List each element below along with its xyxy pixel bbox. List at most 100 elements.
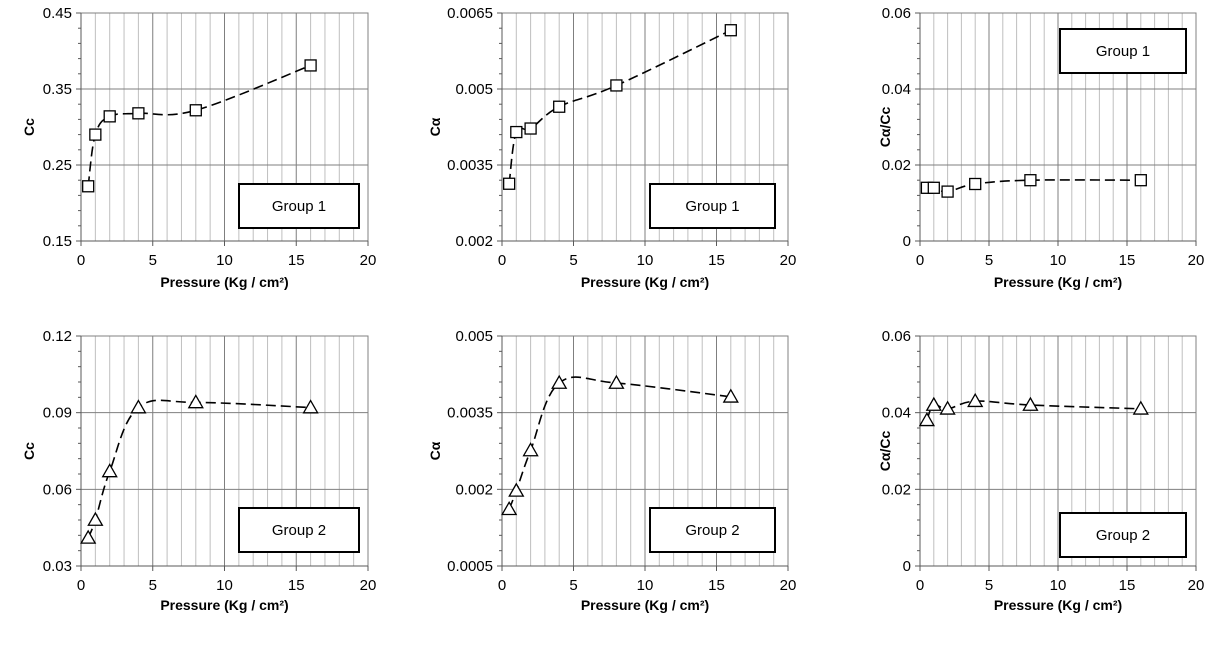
x-tick-label: 15 [288, 252, 305, 269]
x-axis-title: Pressure (Kg / cm²) [160, 274, 288, 290]
y-axis-title: Cα [427, 441, 443, 460]
legend-box [1059, 512, 1187, 558]
x-tick-label: 0 [916, 577, 924, 594]
x-tick-label: 20 [360, 577, 377, 594]
legend-box [1059, 28, 1187, 74]
legend-box [238, 507, 360, 553]
x-tick-label: 15 [708, 577, 725, 594]
y-tick-label: 0.15 [43, 233, 72, 250]
data-point [501, 500, 518, 516]
data-point [939, 400, 956, 415]
y-tick-label: 0.005 [455, 81, 493, 98]
y-tick-label: 0.03 [43, 558, 72, 575]
x-tick-label: 10 [1050, 252, 1067, 269]
y-tick-label: 0 [903, 558, 911, 575]
y-axis-title: Cα [427, 117, 443, 136]
y-tick-label: 0 [903, 233, 911, 250]
data-point [1024, 174, 1037, 187]
y-tick-label: 0.002 [455, 481, 493, 498]
data-point [610, 79, 623, 92]
x-tick-label: 10 [637, 252, 654, 269]
data-point [969, 177, 982, 191]
data-point [187, 394, 204, 409]
y-axis-title: Cc [21, 442, 37, 460]
y-tick-label: 0.02 [882, 481, 911, 498]
data-point [89, 128, 102, 141]
y-tick-label: 0.0065 [447, 5, 493, 22]
legend-label: Group 2 [1096, 527, 1150, 544]
x-tick-label: 20 [1188, 577, 1205, 594]
x-tick-label: 0 [498, 577, 506, 594]
data-point [1022, 396, 1039, 411]
y-axis-title: Cc [21, 118, 37, 136]
series-line [87, 64, 311, 187]
y-tick-label: 0.02 [882, 157, 911, 174]
legend-label: Group 1 [685, 198, 739, 215]
x-tick-label: 10 [216, 577, 233, 594]
data-point [189, 104, 202, 117]
chart-panel-5: 0 5 10 15 20 0.0005 0.002 0.0035 0.005 Pressure (… [427, 328, 796, 613]
data-point [101, 463, 118, 478]
y-tick-label: 0.09 [43, 405, 72, 422]
x-tick-label: 5 [569, 577, 577, 594]
x-tick-label: 0 [916, 252, 924, 269]
data-point [1134, 174, 1147, 187]
data-point [103, 110, 116, 123]
x-tick-label: 10 [1050, 577, 1067, 594]
data-point [1132, 400, 1149, 415]
x-tick-label: 15 [1119, 252, 1136, 269]
data-point [925, 396, 942, 411]
x-tick-label: 15 [708, 252, 725, 269]
data-point [724, 24, 737, 37]
data-point [80, 529, 97, 544]
x-tick-label: 15 [288, 577, 305, 594]
x-tick-label: 0 [77, 577, 85, 594]
y-tick-label: 0.0005 [447, 558, 493, 575]
chart-panel-6: 0 5 10 15 20 0 0.02 0.04 0.06 Pressure (Kg / cm²)… [877, 328, 1204, 613]
data-point [508, 482, 525, 497]
x-axis-title: Pressure (Kg / cm²) [994, 274, 1122, 290]
y-tick-label: 0.06 [882, 5, 911, 22]
data-point [967, 392, 984, 408]
chart-panel-1: 0 5 10 15 20 0.15 0.25 0.35 0.45 Pressure (Kg / c… [21, 5, 376, 290]
data-point [927, 181, 940, 194]
legend-box [649, 507, 776, 553]
legend-label: Group 1 [272, 198, 326, 215]
data-point [918, 412, 936, 427]
data-point [722, 388, 739, 403]
x-tick-label: 5 [569, 252, 577, 269]
y-tick-label: 0.12 [43, 328, 72, 345]
y-tick-label: 0.0035 [447, 405, 493, 422]
data-point [553, 100, 566, 113]
y-tick-label: 0.06 [882, 328, 911, 345]
data-point [130, 399, 147, 414]
x-tick-label: 0 [77, 252, 85, 269]
x-tick-label: 20 [1188, 252, 1205, 269]
x-tick-label: 5 [149, 252, 157, 269]
x-tick-label: 10 [637, 577, 654, 594]
data-point [551, 374, 568, 389]
x-tick-label: 0 [498, 252, 506, 269]
x-axis-title: Pressure (Kg / cm²) [581, 274, 709, 290]
chart-panel-2: 0 5 10 15 20 0.002 0.0035 0.005 0.0065 Pressure (… [427, 5, 796, 290]
y-axis-title: Cα/Cc [877, 431, 893, 472]
legend-label: Group 1 [1096, 43, 1150, 60]
x-axis-title: Pressure (Kg / cm²) [581, 597, 709, 613]
y-tick-label: 0.25 [43, 157, 72, 174]
y-tick-label: 0.06 [43, 481, 72, 498]
data-point [941, 185, 954, 198]
data-point [304, 59, 317, 72]
x-tick-label: 20 [780, 252, 797, 269]
x-tick-label: 20 [360, 252, 377, 269]
x-tick-label: 5 [149, 577, 157, 594]
data-point [502, 177, 516, 190]
legend-label: Group 2 [272, 522, 326, 539]
x-axis-title: Pressure (Kg / cm²) [994, 597, 1122, 613]
x-tick-label: 20 [780, 577, 797, 594]
series-line [508, 29, 732, 184]
legend-box [238, 183, 360, 229]
data-point [302, 399, 319, 414]
chart-panel-4: 0 5 10 15 20 0.03 0.06 0.09 0.12 Pressure (Kg / c… [21, 328, 376, 613]
